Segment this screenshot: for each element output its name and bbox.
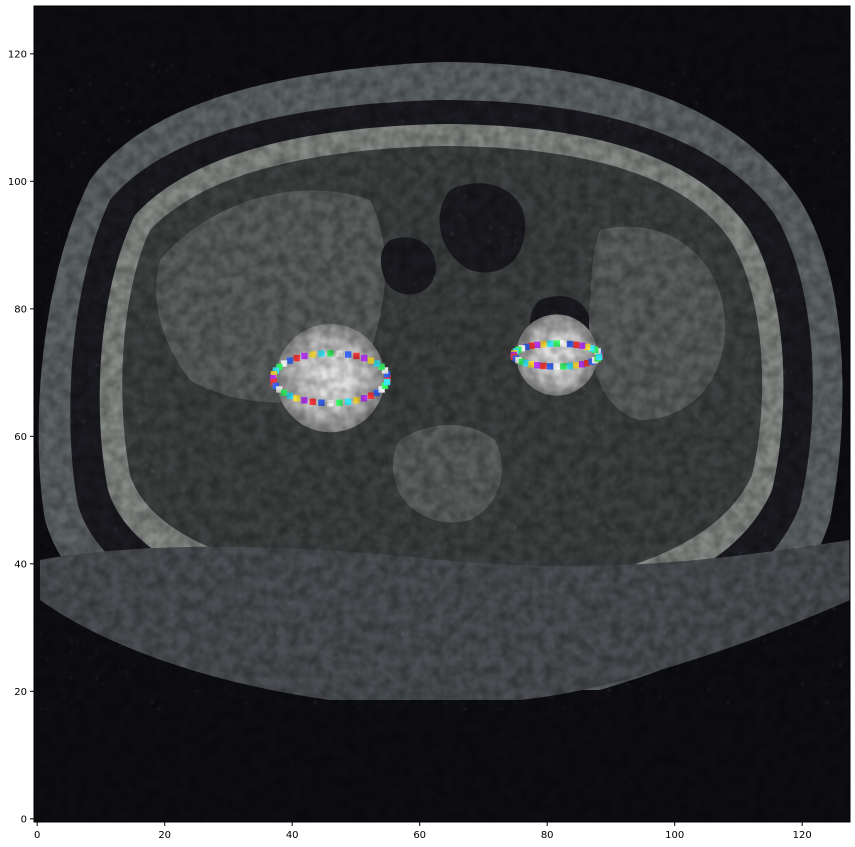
y-tick-label: 0 [21, 814, 27, 825]
x-tick-label: 0 [34, 830, 40, 841]
y-tick-label: 100 [8, 177, 27, 188]
image-plot-area [34, 6, 850, 822]
x-tick-label: 80 [541, 830, 554, 841]
x-axis-ticks: 0 20 40 60 80 100 120 [34, 822, 812, 841]
x-tick-label: 120 [793, 830, 812, 841]
y-axis-ticks: 0 20 40 60 80 100 120 [8, 49, 34, 825]
y-tick-label: 40 [14, 559, 27, 570]
y-tick-label: 20 [14, 687, 27, 698]
y-tick-label: 120 [8, 49, 27, 60]
x-tick-label: 20 [158, 830, 171, 841]
x-tick-label: 40 [286, 830, 299, 841]
y-tick-label: 80 [14, 304, 27, 315]
axes-frame [33, 5, 851, 823]
x-tick-label: 60 [413, 830, 426, 841]
x-tick-label: 100 [665, 830, 684, 841]
y-tick-label: 60 [14, 432, 27, 443]
image-noise [34, 6, 850, 822]
